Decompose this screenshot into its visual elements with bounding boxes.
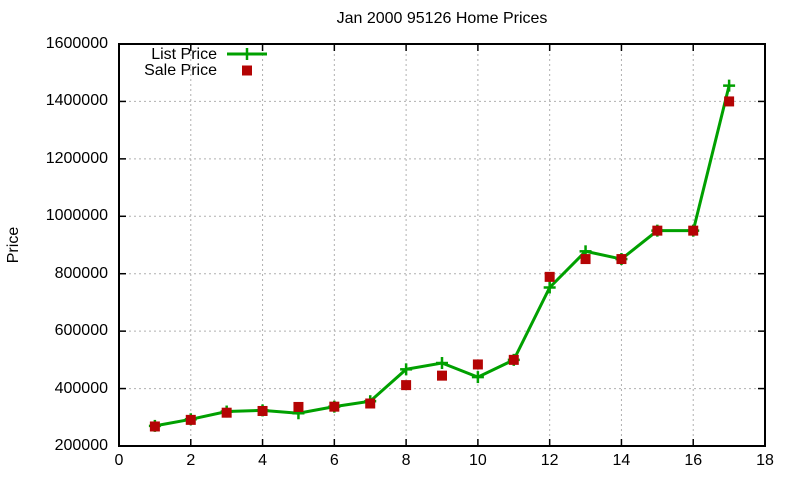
x-tick-label: 2 xyxy=(186,452,196,469)
x-tick-label: 12 xyxy=(540,452,559,469)
x-tick-label: 14 xyxy=(612,452,631,469)
x-tick-label: 18 xyxy=(756,452,774,469)
sale-price-square-marker xyxy=(616,254,627,265)
sale-price-square-marker xyxy=(149,421,160,432)
sale-price-square-marker xyxy=(652,225,663,236)
sale-price-square-marker xyxy=(508,354,519,365)
y-tick-label: 1200000 xyxy=(45,149,108,167)
sale-price-square-marker xyxy=(472,359,483,370)
y-tick-label: 1000000 xyxy=(45,207,108,225)
legend-label-sale-price: Sale Price xyxy=(144,62,217,79)
sale-price-square-marker xyxy=(221,407,232,418)
x-tick-label: 10 xyxy=(468,452,487,469)
sale-price-square-marker xyxy=(544,271,555,282)
sale-price-square-marker xyxy=(329,401,340,412)
x-tick-label: 8 xyxy=(401,452,411,469)
y-tick-label: 600000 xyxy=(54,322,108,340)
sale-price-square-marker xyxy=(724,96,735,107)
sale-price-square-marker xyxy=(437,370,447,381)
legend-label-list-price: List Price xyxy=(151,46,217,63)
sale-price-square-marker xyxy=(688,225,699,236)
y-tick-label: 200000 xyxy=(54,437,108,454)
plot-border xyxy=(118,43,766,447)
chart-title: Jan 2000 95126 Home Prices xyxy=(336,10,548,27)
legend-sale-price-square-sample xyxy=(242,65,252,76)
y-tick-label: 400000 xyxy=(54,379,108,397)
sale-price-square-marker xyxy=(365,398,376,409)
sale-price-square-marker xyxy=(257,405,268,416)
sale-price-square-marker xyxy=(580,254,591,265)
x-tick-label: 4 xyxy=(258,452,267,469)
y-tick-label: 1400000 xyxy=(45,92,108,110)
y-tick-label: 1600000 xyxy=(45,35,108,52)
x-tick-label: 16 xyxy=(684,452,703,469)
sale-price-square-marker xyxy=(401,380,412,391)
sale-price-square-marker xyxy=(293,401,304,412)
sale-price-square-marker xyxy=(185,414,196,425)
x-tick-label: 0 xyxy=(114,452,124,469)
x-tick-label: 6 xyxy=(329,452,339,469)
y-tick-label: 800000 xyxy=(54,264,108,282)
